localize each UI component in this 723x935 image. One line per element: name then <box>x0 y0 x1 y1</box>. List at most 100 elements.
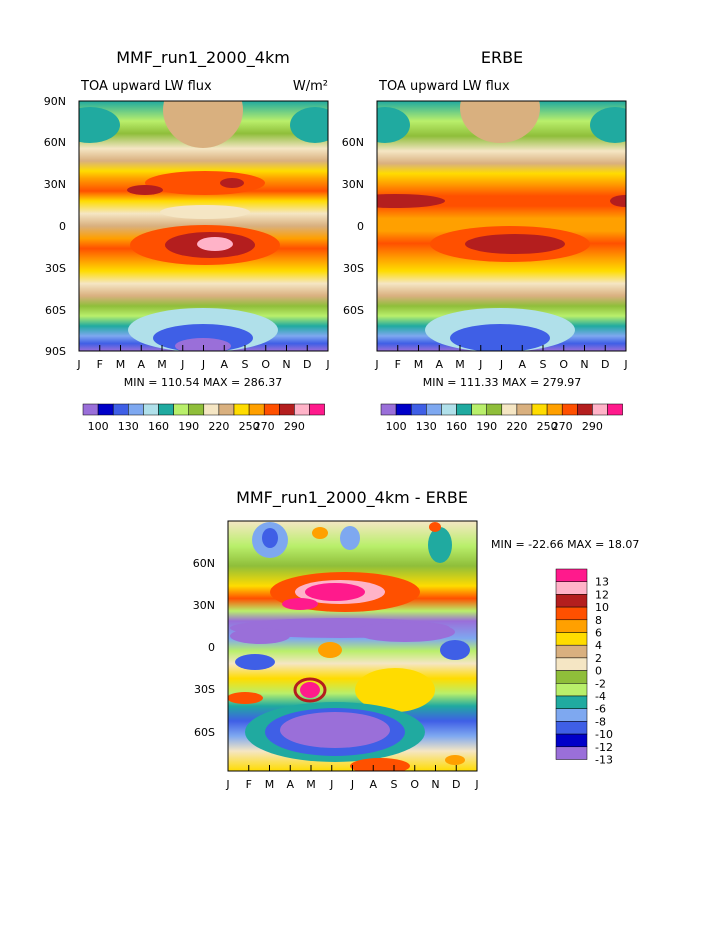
colorbar-label: 100 <box>88 420 109 433</box>
y-tick-label: 90S <box>45 345 66 358</box>
diff-stats: MIN = -22.66 MAX = 18.07 <box>491 538 639 551</box>
x-tick-label: J <box>350 778 354 791</box>
colorbar-swatch <box>501 403 518 416</box>
diff-blob <box>355 622 455 642</box>
colorbar-swatch <box>555 695 588 709</box>
x-tick-label: M <box>455 358 465 371</box>
colorbar-swatch <box>309 403 325 416</box>
colorbar-swatch <box>395 403 412 416</box>
y-tick-label: 30N <box>44 178 66 191</box>
y-tick-label: 30S <box>45 262 66 275</box>
colorbar-label: -6 <box>595 703 606 716</box>
colorbar-swatch <box>555 606 588 621</box>
colorbar-label: 190 <box>476 420 497 433</box>
diff-blob <box>235 654 275 670</box>
colorbar-label: 160 <box>148 420 169 433</box>
colorbar-label: -10 <box>595 728 613 741</box>
obs-blob <box>610 195 626 207</box>
x-tick-label: A <box>137 358 145 371</box>
diff-blob <box>340 526 360 550</box>
colorbar-label: 8 <box>595 614 602 627</box>
x-tick-label: O <box>261 358 270 371</box>
colorbar-label: 250 <box>537 420 558 433</box>
colorbar-swatch <box>607 403 623 416</box>
y-tick-label: 60S <box>343 304 364 317</box>
model-title: MMF_run1_2000_4km <box>116 48 290 68</box>
colorbar-label: -12 <box>595 741 613 754</box>
x-tick-label: J <box>225 778 229 791</box>
colorbar-swatch <box>561 403 578 416</box>
diff-blob <box>262 528 278 548</box>
colorbar-label: -8 <box>595 715 606 728</box>
panel-model: MMF_run1_2000_4km TOA upward LW flux W/m… <box>44 48 330 433</box>
obs-blob <box>460 101 540 143</box>
x-tick-label: A <box>369 778 377 791</box>
x-tick-label: S <box>540 358 547 371</box>
obs-title: ERBE <box>481 48 523 67</box>
colorbar-label: 250 <box>239 420 260 433</box>
colorbar-swatch <box>555 594 588 608</box>
model-stats: MIN = 110.54 MAX = 286.37 <box>124 376 282 389</box>
colorbar-label: 12 <box>595 588 609 601</box>
y-tick-label: 90N <box>44 95 66 108</box>
colorbar-label: 270 <box>552 420 573 433</box>
x-tick-label: J <box>374 358 378 371</box>
x-tick-label: M <box>265 778 275 791</box>
diff-blob <box>350 758 410 771</box>
y-tick-label: 60S <box>45 304 66 317</box>
x-tick-label: O <box>410 778 419 791</box>
colorbar-label: 270 <box>254 420 275 433</box>
model-units: W/m² <box>293 79 328 94</box>
colorbar-label: 190 <box>178 420 199 433</box>
diff-y-axis: 60N 30N 0 30S 60S <box>193 557 215 739</box>
diff-blob <box>428 527 452 563</box>
x-tick-label: J <box>180 358 184 371</box>
colorbar-swatch <box>555 746 588 760</box>
colorbar-label: 2 <box>595 652 602 665</box>
colorbar-swatch <box>555 644 588 659</box>
diff-blob <box>282 598 318 610</box>
colorbar-swatch <box>486 403 503 416</box>
colorbar-label: 13 <box>595 576 609 589</box>
colorbar-swatch <box>410 403 427 416</box>
obs-blob <box>377 194 445 208</box>
x-tick-label: M <box>157 358 167 371</box>
colorbar-swatch <box>555 733 588 748</box>
colorbar-swatch <box>555 721 588 735</box>
obs-plot-area <box>377 101 626 351</box>
colorbar-swatch <box>456 403 472 416</box>
colorbar-swatch <box>380 403 397 416</box>
diff-title: MMF_run1_2000_4km - ERBE <box>236 488 468 508</box>
panel-obs: ERBE TOA upward LW flux 60N 30N 0 30S 60… <box>342 48 628 433</box>
diff-blob <box>230 628 290 644</box>
colorbar-swatch <box>218 403 235 416</box>
diff-plot-area <box>228 521 477 771</box>
colorbar-swatch <box>555 683 588 697</box>
model-plot-area <box>79 101 328 351</box>
colorbar-swatch <box>248 403 265 416</box>
colorbar-swatch <box>128 403 144 416</box>
x-tick-label: J <box>201 358 205 371</box>
y-tick-label: 30N <box>193 599 215 612</box>
diff-blob <box>305 583 365 601</box>
y-tick-label: 60N <box>44 136 66 149</box>
x-tick-label: A <box>220 358 228 371</box>
model-subtitle: TOA upward LW flux <box>80 79 212 94</box>
colorbar-label: 160 <box>446 420 467 433</box>
x-tick-label: N <box>580 358 588 371</box>
x-tick-label: D <box>601 358 609 371</box>
y-tick-label: 0 <box>357 220 364 233</box>
colorbar-swatch <box>233 403 250 416</box>
y-tick-label: 0 <box>59 220 66 233</box>
colorbar-swatch <box>97 403 114 416</box>
panel-diff: MMF_run1_2000_4km - ERBE <box>193 488 640 791</box>
colorbar-swatch <box>531 403 548 416</box>
colorbar-label: -13 <box>595 754 613 767</box>
x-tick-label: F <box>97 358 103 371</box>
colorbar-swatch <box>143 403 159 416</box>
colorbar-swatch <box>263 403 280 416</box>
